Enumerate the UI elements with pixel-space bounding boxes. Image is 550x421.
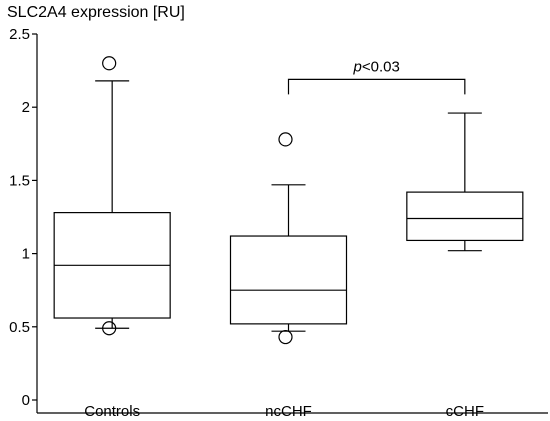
significance-annotation: p<0.03 xyxy=(287,58,466,95)
y-tick-label: 2.5 xyxy=(9,26,30,43)
outlier-point xyxy=(102,321,117,336)
iqr-box xyxy=(406,191,524,242)
outlier-point xyxy=(278,132,293,147)
outlier-point xyxy=(102,56,117,71)
box-cchf xyxy=(406,112,524,252)
x-tick-label: cCHF xyxy=(446,403,484,420)
x-axis: Controls ncCHF cCHF xyxy=(37,403,548,420)
box-ncchf xyxy=(229,132,348,345)
y-tick-label: 0.5 xyxy=(9,319,30,336)
outlier-point xyxy=(278,329,293,345)
y-tick-label: 1 xyxy=(22,246,30,263)
x-tick-label: ncCHF xyxy=(265,403,312,420)
box-controls xyxy=(53,56,171,336)
p-value-label: p<0.03 xyxy=(353,58,400,75)
x-tick-label: Controls xyxy=(84,403,140,420)
y-tick-label: 2 xyxy=(22,99,30,116)
iqr-box xyxy=(229,235,348,325)
y-tick-label: 1.5 xyxy=(9,172,30,189)
boxes-layer xyxy=(53,56,524,345)
significance-bracket xyxy=(287,78,466,95)
y-axis: 0 0.5 1 1.5 2 2.5 xyxy=(9,26,38,413)
chart-title: SLC2A4 expression [RU] xyxy=(7,4,185,21)
y-tick-label: 0 xyxy=(22,392,30,409)
